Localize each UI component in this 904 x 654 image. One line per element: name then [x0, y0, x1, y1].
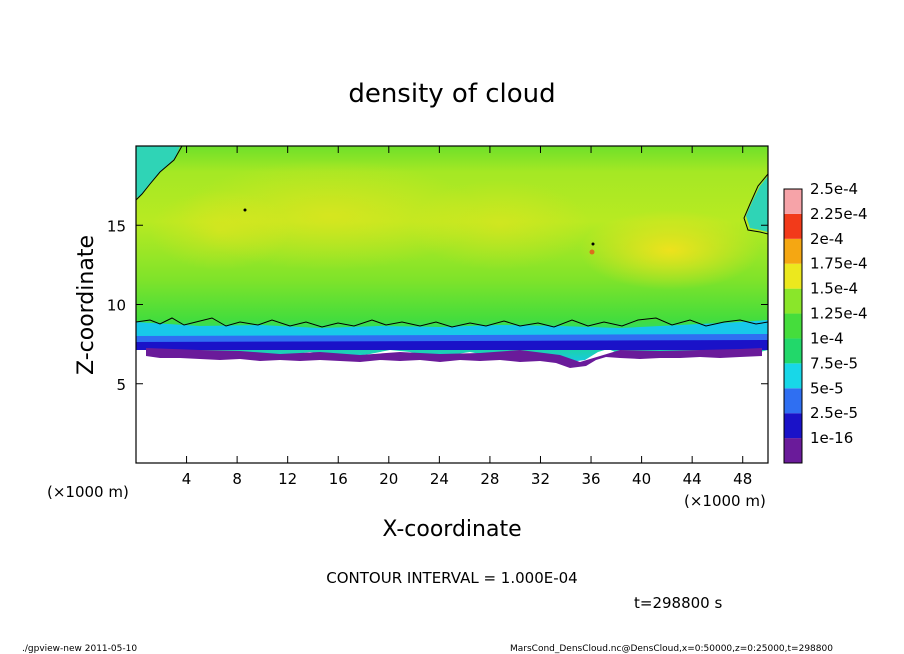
colorbar-swatch: [784, 413, 802, 439]
cloud-base-band: [136, 340, 768, 350]
colorbar: 1e-16 2.5e-5 5e-5 7.5e-5 1e-4 1.25e-4 1.5e-4 1.…: [783, 180, 868, 464]
colorbar-swatch: [784, 438, 802, 463]
contour-interval: CONTOUR INTERVAL = 1.000E-04: [326, 569, 577, 587]
colorbar-label: 5e-5: [810, 379, 844, 397]
x-tick-label: 32: [531, 470, 550, 488]
y-tick-label: 15: [107, 217, 126, 235]
colorbar-swatch: [784, 263, 802, 289]
colorbar-label: 1.25e-4: [810, 305, 868, 323]
colorbar-swatch: [784, 338, 802, 364]
colorbar-label: 2e-4: [810, 230, 844, 248]
colorbar-swatch: [784, 213, 802, 239]
x-tick-label: 40: [632, 470, 651, 488]
colorbar-label: 1e-16: [810, 429, 853, 447]
y-axis-title: Z-coordinate: [74, 235, 99, 375]
x-tick-label: 24: [430, 470, 449, 488]
contour-line: [136, 146, 183, 201]
low-density-edge: [136, 146, 180, 198]
colorbar-swatch: [784, 313, 802, 339]
footer-left: ./gpview-new 2011-05-10: [22, 644, 137, 654]
colorbar-label: 2.5e-5: [810, 404, 858, 422]
colorbar-label: 1.5e-4: [810, 280, 858, 298]
x-tick-label: 16: [329, 470, 348, 488]
x-tick-label: 12: [278, 470, 297, 488]
x-tick-label: 44: [683, 470, 702, 488]
high-density-zone: [150, 190, 290, 270]
colorbar-swatch: [784, 189, 802, 214]
x-tick-label: 8: [232, 470, 242, 488]
contour-dot: [591, 242, 595, 246]
x-axis-title: X-coordinate: [382, 517, 521, 542]
colorbar-swatch: [784, 388, 802, 414]
high-density-zone: [410, 180, 590, 270]
colorbar-frame: [783, 188, 803, 464]
colorbar-label: 1e-4: [810, 329, 844, 347]
x-tick-label: 48: [733, 470, 752, 488]
contour-line: [136, 317, 768, 328]
high-density-zone: [580, 210, 760, 290]
colorbar-label: 2.5e-4: [810, 180, 858, 198]
x-tick-label: 36: [581, 470, 600, 488]
colorbar-swatch: [784, 288, 802, 314]
footer-right: MarsCond_DensCloud.nc@DensCloud,x=0:5000…: [510, 644, 833, 654]
colorbar-label: 7.5e-5: [810, 354, 858, 372]
x-tick-label: 20: [379, 470, 398, 488]
y-axis-unit: (×1000 m): [47, 483, 129, 501]
time-label: t=298800 s: [634, 594, 722, 612]
colorbar-swatch: [784, 238, 802, 264]
x-tick-label: 4: [182, 470, 192, 488]
y-tick-label: 10: [107, 297, 126, 315]
low-density-edge: [746, 176, 768, 232]
colorbar-label: 2.25e-4: [810, 205, 868, 223]
y-tick-label: 5: [116, 376, 126, 394]
contour-line: [743, 173, 768, 235]
y-axis: 5 10 15: [107, 217, 768, 394]
colorbar-label: 1.75e-4: [810, 255, 868, 273]
contour-dot: [243, 208, 247, 212]
x-tick-label: 28: [480, 470, 499, 488]
x-axis: 4 8 12 16 20 24 28 32 36 40 44 48: [182, 146, 752, 488]
cloud-base-fringe: [146, 348, 762, 368]
chart-title: density of cloud: [348, 79, 555, 109]
colorbar-swatch: [784, 363, 802, 389]
density-field: [136, 146, 768, 463]
x-axis-unit: (×1000 m): [684, 492, 766, 510]
high-density-spot: [589, 249, 595, 255]
